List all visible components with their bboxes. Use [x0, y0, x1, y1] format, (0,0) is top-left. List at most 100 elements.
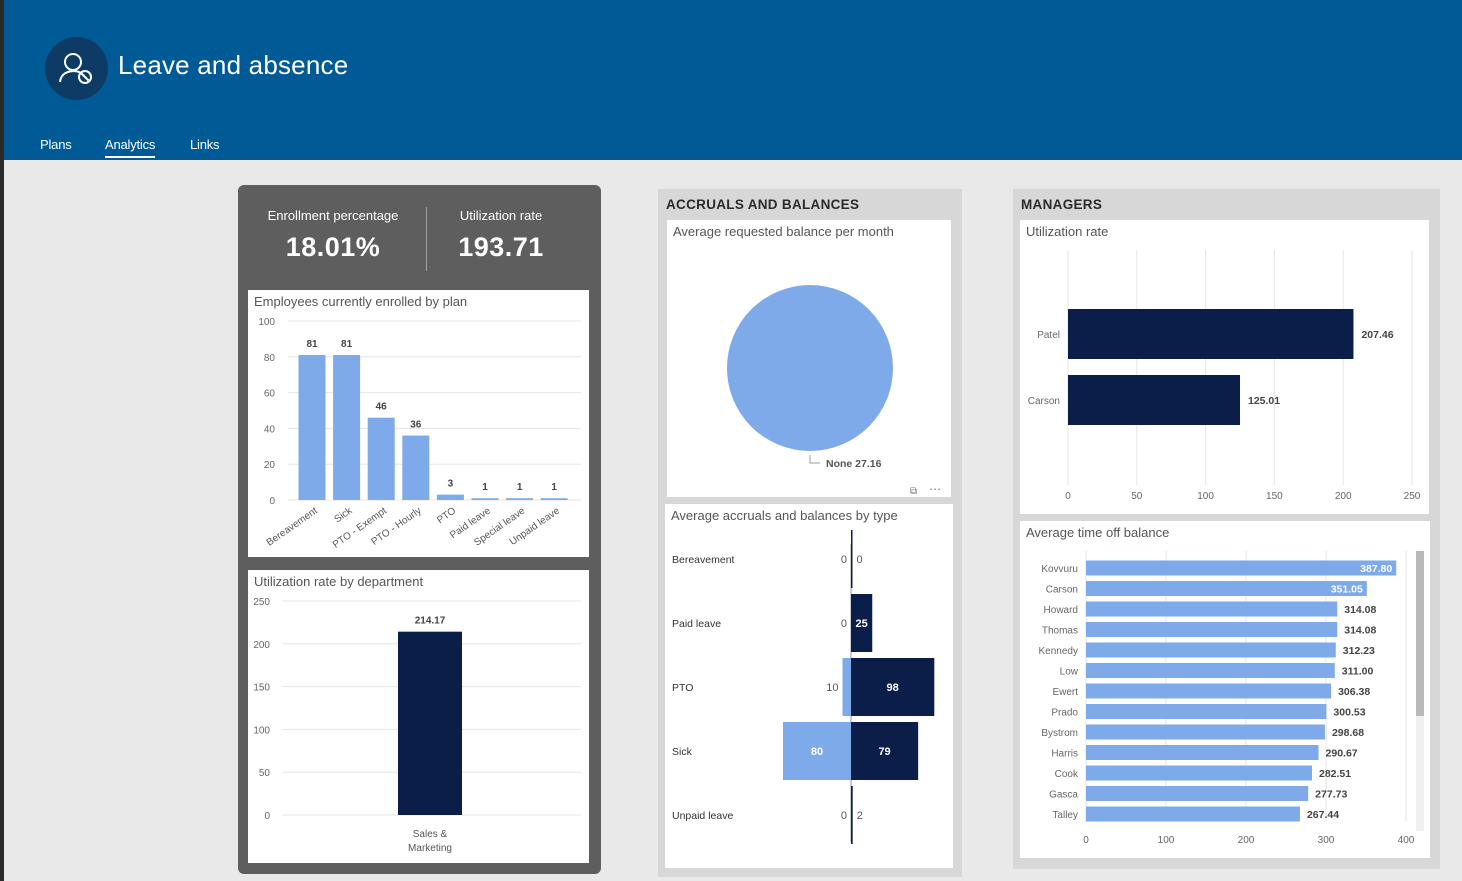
- bar: [471, 498, 499, 500]
- window-edge: [0, 0, 4, 881]
- chart-scrollbar-track[interactable]: [1416, 551, 1424, 831]
- bar-value-label: 214.17: [415, 616, 446, 627]
- bar: [333, 355, 361, 500]
- y-tick-label: 0: [269, 496, 275, 507]
- avg-balance-pie: None 27.16: [727, 285, 893, 470]
- bar-value-label: 36: [410, 420, 422, 431]
- x-tick-label: 100: [1197, 491, 1214, 502]
- right-bar: [851, 658, 935, 716]
- chart-scrollbar-thumb[interactable]: [1416, 551, 1424, 716]
- bar-value-label: 290.67: [1326, 748, 1358, 760]
- mgr-util-card[interactable]: Utilization rate 0 50 100 150 200 250 Patel 207…: [1020, 220, 1429, 514]
- left-bar: [842, 658, 851, 716]
- bar: [1086, 765, 1313, 781]
- left-value-label: 0: [841, 554, 847, 566]
- bar: [1086, 581, 1367, 596]
- x-tick-label: 50: [1131, 491, 1143, 502]
- category-label: PTO: [672, 682, 693, 694]
- bar: [367, 417, 395, 500]
- category-label: Paid leave: [672, 618, 721, 630]
- y-tick-label: 250: [253, 597, 270, 608]
- category-label: Bereavement: [672, 554, 735, 566]
- y-tick-label: 100: [253, 725, 270, 736]
- category-label: Sick: [672, 746, 693, 758]
- bar: [1068, 309, 1354, 359]
- bar-value-label: 277.73: [1315, 789, 1347, 801]
- category-label: Talley: [1052, 810, 1078, 821]
- category-label: Carson: [1046, 585, 1078, 596]
- bar-value-label: 306.38: [1338, 686, 1370, 698]
- y-tick-label: 50: [259, 768, 271, 779]
- time-off-chart: 0 100 200 300 400 Kovvuru 387.80 Carson 351.05 Ho…: [1039, 551, 1415, 846]
- y-tick-label: 100: [258, 317, 275, 328]
- util-dept-chart-title: Utilization rate by department: [254, 574, 424, 589]
- bar: [1086, 683, 1332, 699]
- category-label: Howard: [1044, 605, 1078, 616]
- utilization-label: Utilization rate: [459, 208, 543, 223]
- bar-value-label: 125.01: [1248, 395, 1280, 407]
- focus-mode-icon[interactable]: ⧉: [910, 486, 918, 497]
- bar: [1086, 786, 1309, 801]
- bar-value-label: 207.46: [1361, 329, 1393, 341]
- y-tick-label: 200: [253, 640, 270, 651]
- bar: [402, 435, 430, 500]
- right-bar: [851, 594, 873, 652]
- x-tick-label: 0: [1065, 491, 1071, 502]
- x-tick-label: 250: [1404, 491, 1421, 502]
- bar: [1086, 724, 1325, 740]
- x-tick-label: 0: [1083, 835, 1089, 846]
- category-label: Harris: [1051, 749, 1078, 760]
- bar: [506, 498, 534, 500]
- category-label: Kennedy: [1039, 646, 1078, 657]
- bar-value-label: 311.00: [1342, 666, 1374, 678]
- y-tick-label: 0: [264, 811, 270, 822]
- bar-value-label: 81: [306, 339, 318, 350]
- pie-slice: [727, 285, 893, 451]
- avg-balance-card[interactable]: Average requested balance per month None…: [667, 220, 951, 497]
- bar: [540, 498, 568, 500]
- y-tick-label: 40: [264, 424, 276, 435]
- right-value-label: 25: [856, 618, 868, 630]
- tab-analytics[interactable]: Analytics: [105, 137, 155, 158]
- enrollment-panel: Enrollment percentage 18.01% Utilization…: [238, 185, 601, 874]
- time-off-card[interactable]: Average time off balance 0 100 200 300 400 Ko…: [1020, 521, 1430, 858]
- x-tick-label: Sick: [333, 505, 356, 525]
- bar-value-label: 282.51: [1319, 768, 1351, 780]
- tab-plans[interactable]: Plans: [40, 137, 72, 152]
- accruals-by-type-card[interactable]: Average accruals and balances by type Be…: [665, 504, 953, 868]
- category-label: Unpaid leave: [672, 810, 733, 822]
- bar-value-label: 267.44: [1307, 809, 1339, 821]
- bar-value-label: 314.08: [1344, 604, 1376, 616]
- util-by-dept-card[interactable]: Utilization rate by department 0 50 100 150…: [248, 570, 589, 863]
- enrolled-by-plan-card[interactable]: Employees currently enrolled by plan 0 20…: [248, 290, 589, 557]
- util-by-dept-chart: 0 50 100 150 200 250 214.17 Sales & Marketing: [253, 597, 581, 854]
- bar: [1086, 642, 1336, 658]
- managers-section-title: MANAGERS: [1021, 197, 1103, 212]
- right-value-label: 98: [887, 682, 899, 694]
- right-bar: [851, 786, 853, 844]
- right-value-label: 2: [857, 810, 863, 822]
- x-tick-label: 200: [1335, 491, 1352, 502]
- right-bar: [851, 530, 853, 588]
- bar-value-label: 312.23: [1343, 645, 1375, 657]
- utilization-value: 193.71: [458, 232, 544, 262]
- bar: [1086, 601, 1338, 617]
- mgr-util-chart: 0 50 100 150 200 250 Patel 207.46 Carson 125.01: [1028, 250, 1421, 502]
- bar-value-label: 3: [448, 479, 454, 490]
- accruals-section: ACCRUALS AND BALANCES Average requested …: [658, 189, 962, 877]
- enrollment-value: 18.01%: [285, 232, 381, 262]
- tab-links[interactable]: Links: [190, 137, 220, 152]
- bar: [436, 494, 464, 500]
- bar: [1068, 375, 1241, 425]
- app-header: Leave and absence Plans Analytics Links: [4, 0, 1462, 160]
- category-label: Low: [1060, 667, 1079, 678]
- x-tick-label: 300: [1318, 835, 1335, 846]
- category-label: Bystrom: [1041, 728, 1078, 739]
- bar-value-label: 46: [376, 402, 388, 413]
- bar: [1086, 663, 1335, 678]
- right-value-label: 79: [878, 746, 890, 758]
- more-options-icon[interactable]: ⋯: [929, 482, 941, 496]
- y-tick-label: 80: [264, 353, 276, 364]
